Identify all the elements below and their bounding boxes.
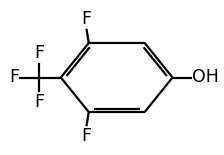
Text: OH: OH (192, 69, 219, 86)
Text: F: F (82, 127, 92, 145)
Text: F: F (34, 93, 44, 111)
Text: F: F (82, 10, 92, 28)
Text: F: F (34, 44, 44, 62)
Text: F: F (9, 69, 19, 86)
